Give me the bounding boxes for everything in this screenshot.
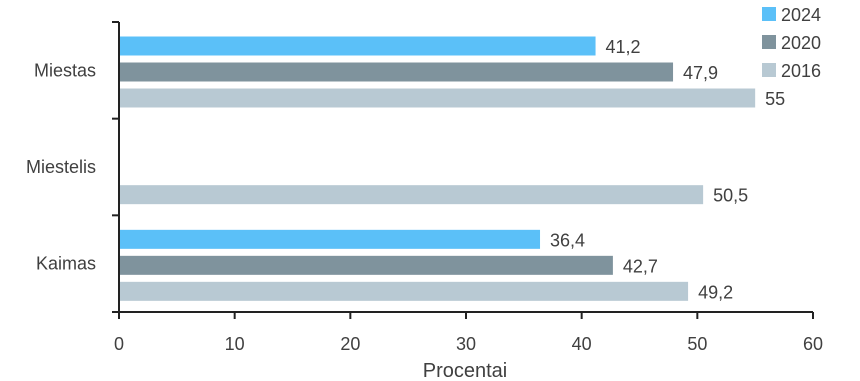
data-label-kaimas-2016: 49,2 [698, 282, 733, 302]
legend-label-2016: 2016 [781, 61, 821, 81]
x-tick-label: 20 [340, 334, 360, 354]
x-tick-label: 50 [687, 334, 707, 354]
x-tick-label: 40 [572, 334, 592, 354]
bar-kaimas-2024 [119, 229, 541, 249]
category-label-kaimas: Kaimas [36, 254, 96, 274]
x-tick-label: 60 [803, 334, 823, 354]
category-label-miestelis: Miestelis [26, 157, 96, 177]
x-tick-label: 0 [114, 334, 124, 354]
legend-swatch-2016 [762, 63, 776, 77]
x-tick-labels: 0 10 20 30 40 50 60 [114, 334, 823, 354]
bar-miestas-2020 [119, 62, 674, 82]
data-label-miestas-2024: 41,2 [606, 37, 641, 57]
data-labels-group: 41,2 47,9 55 50,5 36,4 42,7 49,2 [550, 37, 785, 302]
legend-swatch-2020 [762, 35, 776, 49]
data-label-kaimas-2024: 36,4 [550, 230, 585, 250]
x-tick-label: 30 [456, 334, 476, 354]
bar-kaimas-2016 [119, 281, 689, 301]
bars-group [119, 36, 756, 301]
data-label-kaimas-2020: 42,7 [623, 256, 658, 276]
category-label-miestas: Miestas [34, 60, 96, 80]
legend: 2024 2020 2016 [762, 5, 821, 81]
x-tick-label: 10 [225, 334, 245, 354]
bar-miestelis-2016 [119, 185, 704, 205]
bar-miestas-2024 [119, 36, 596, 56]
bar-miestas-2016 [119, 88, 756, 108]
category-labels: Miestas Miestelis Kaimas [26, 60, 96, 273]
legend-swatch-2024 [762, 7, 776, 21]
y-axis-ticks [112, 21, 119, 313]
legend-label-2024: 2024 [781, 5, 821, 25]
x-axis-title: Procentai [423, 360, 508, 381]
data-label-miestas-2020: 47,9 [683, 63, 718, 83]
bar-kaimas-2020 [119, 255, 613, 275]
data-label-miestelis-2016: 50,5 [713, 186, 748, 206]
data-label-miestas-2016: 55 [765, 89, 785, 109]
legend-label-2020: 2020 [781, 33, 821, 53]
x-axis-ticks [118, 312, 814, 319]
